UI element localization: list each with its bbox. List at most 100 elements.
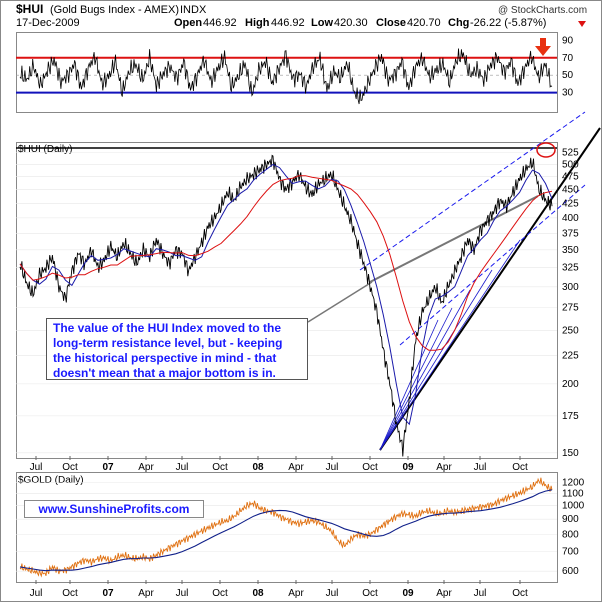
price-x-tick-label: Apr [288,462,304,473]
ma-slow-line [19,175,553,351]
gold-x-tick-label: 08 [252,588,264,599]
gold-x-tick-label: Jul [176,588,189,599]
price-tick-label: 200 [562,379,579,390]
gold-panel [16,472,558,583]
gold-x-tick-label: Jul [326,588,339,599]
fan-line-2 [379,307,453,451]
price-x-tick-label: Jul [176,462,189,473]
fan-line-1 [379,319,439,451]
gold-x-tick-label: Apr [436,588,452,599]
close-value: 420.70 [407,17,441,29]
price-tick-label: 250 [562,325,579,336]
gold-series [19,477,553,578]
exchange-label: INDX [180,4,207,16]
long-term-resistance-line [369,195,539,283]
x-axis-ticks: Jul Jul Oct Oct 07 07 Apr Apr Jul Jul Oct Oct 08 08 Ap… [30,456,528,599]
gold-x-tick-label: Apr [288,588,304,599]
price-tick-label: 425 [562,198,579,209]
gold-tick-label: 1100 [562,488,584,499]
price-x-tick-label: 08 [252,462,264,473]
hui-price-line [19,154,553,457]
symbol-label: $HUI [16,2,43,16]
gold-tick-label: 1000 [562,501,585,512]
price-x-tick-label: Jul [30,462,43,473]
price-tick-label: 275 [562,303,579,314]
chg-value: -26.22 (-5.87%) [470,17,546,29]
price-tick-label: 525 [562,148,579,159]
price-x-tick-label: Oct [512,462,528,473]
top-highlight-circle [536,142,556,158]
price-tick-label: 175 [562,411,579,422]
gold-tick-label: 700 [562,546,579,557]
price-tick-label: 500 [562,159,579,170]
ma-fast-line [19,163,553,426]
price-tick-label: 400 [562,213,579,224]
price-x-tick-label: 09 [402,462,414,473]
chg-label: Chg [448,17,469,29]
gold-x-tick-label: 07 [102,588,114,599]
date-label: 17-Dec-2009 [16,17,80,29]
annotation-box: The value of the HUI Index moved to the … [46,318,308,380]
arrow-down-icon [535,38,551,56]
price-tick-label: 475 [562,172,579,183]
price-tick-label: 350 [562,245,579,256]
main-support-line [379,127,601,451]
change-down-icon [578,21,586,27]
price-panel-title: $HUI (Daily) [18,144,72,155]
fan-line-4 [379,269,493,451]
trend-lines [16,111,601,451]
channel-lower-line [399,184,586,346]
open-label: Open [174,17,202,29]
watermark: @ StockCharts.com [498,5,587,16]
index-name-label: (Gold Bugs Index - AMEX) [50,4,179,16]
price-x-tick-label: Oct [362,462,378,473]
price-tick-label: 375 [562,228,579,239]
gold-x-tick-label: Oct [362,588,378,599]
fan-line-5 [379,239,521,451]
price-x-tick-label: Apr [138,462,154,473]
price-tick-label: 325 [562,263,579,274]
gold-ma-line [19,489,553,572]
price-series [19,154,553,457]
gold-tick-label: 900 [562,514,579,525]
gold-x-tick-label: Oct [212,588,228,599]
gold-tick-label: 800 [562,529,579,540]
gold-tick-label: 600 [562,566,579,577]
rsi-tick-label: 90 [562,35,574,46]
gold-x-tick-label: Oct [512,588,528,599]
price-x-tick-label: Apr [436,462,452,473]
gold-panel-title: $GOLD (Daily) [18,475,84,486]
rsi-tick-label: 30 [562,88,574,99]
website-label: www.SunshineProfits.com [24,500,204,518]
price-x-tick-label: Jul [326,462,339,473]
high-label: High [245,17,270,29]
price-x-tick-label: Oct [62,462,78,473]
gold-x-tick-label: Oct [62,588,78,599]
gold-x-tick-label: Apr [138,588,154,599]
rsi-series [19,48,553,105]
price-tick-label: 300 [562,282,579,293]
price-tick-label: 450 [562,185,579,196]
gridlines [16,56,557,572]
price-x-tick-label: 07 [102,462,114,473]
gold-price-line [19,477,553,578]
price-tick-label: 150 [562,448,579,459]
rsi-line [19,48,553,105]
gold-x-tick-label: Jul [30,588,43,599]
gold-tick-label: 1200 [562,477,585,488]
open-value: 446.92 [203,17,237,29]
annotation-pointer [307,281,373,323]
rsi-tick-label: 50 [562,70,574,81]
rsi-tick-label: 70 [562,53,574,64]
low-value: 420.30 [334,17,368,29]
ohlc-readout: Open 446.92 High 446.92 Low 420.30 Close… [174,17,546,29]
close-label: Close [376,17,406,29]
price-tick-label: 225 [562,351,579,362]
gold-x-tick-label: Jul [474,588,487,599]
low-label: Low [311,17,333,29]
price-x-tick-label: Jul [474,462,487,473]
high-value: 446.92 [271,17,305,29]
channel-upper-line [359,111,586,271]
gold-x-tick-label: 09 [402,588,414,599]
